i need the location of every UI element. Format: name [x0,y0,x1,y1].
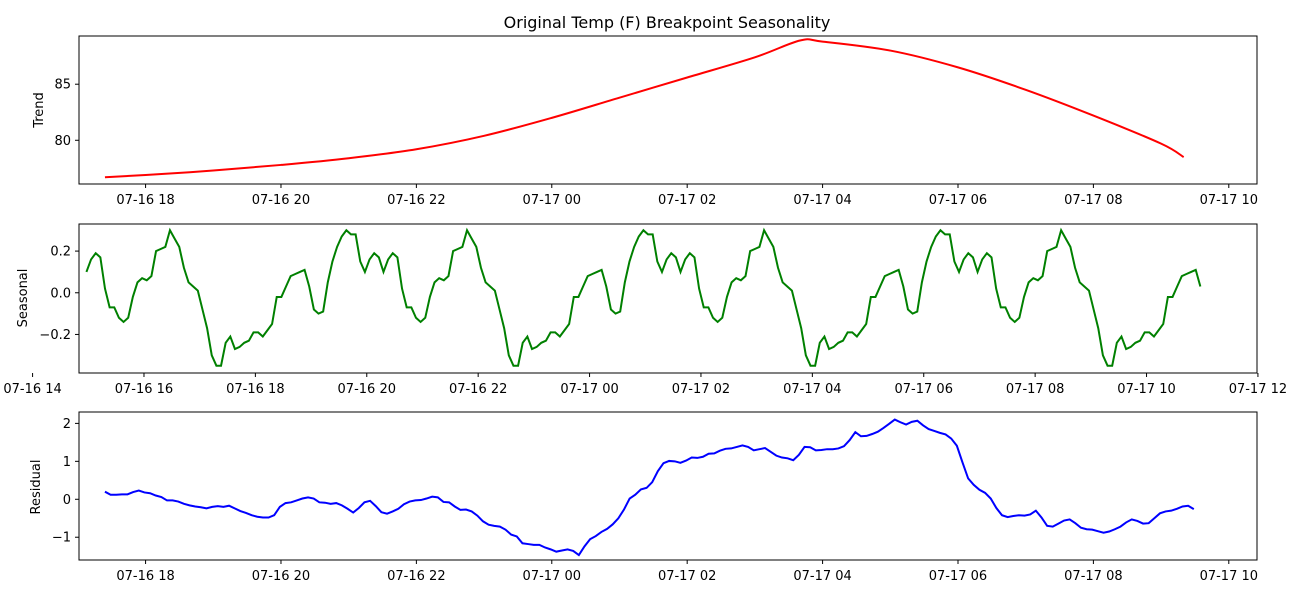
seasonal-plot-frame [78,223,1258,374]
residual-ytick-label: 2 [63,417,71,432]
seasonal-ytick-label: −0.2 [39,328,71,343]
residual-xtick-label: 07-16 20 [252,569,310,584]
seasonal-xtick-label: 07-17 04 [783,382,841,397]
seasonal-ylabel: Seasonal [16,269,31,328]
residual-ticks: 07-16 18 07-16 20 07-16 22 07-17 00 07-17 02… [52,417,1258,584]
seasonal-xtick-label: 07-17 08 [1006,382,1064,397]
residual-panel: 07-16 18 07-16 20 07-16 22 07-17 00 07-17 02… [29,411,1258,584]
residual-xtick-label: 07-17 04 [793,569,851,584]
seasonal-panel: 07-16 14 07-16 16 07-16 18 07-16 20 07-16 22… [3,223,1287,397]
trend-xtick-label: 07-16 20 [252,193,310,208]
seasonal-xtick-label: 07-17 00 [560,382,618,397]
residual-ytick-label: 0 [63,493,71,508]
seasonal-line [85,227,1202,367]
seasonal-xtick-label: 07-16 16 [115,382,173,397]
residual-ytick-label: −1 [52,531,71,546]
trend-ylabel: Trend [32,92,47,129]
seasonal-xtick-label: 07-17 12 [1229,382,1287,397]
seasonal-ticks: 07-16 14 07-16 16 07-16 18 07-16 20 07-16 22… [3,245,1287,397]
residual-ylabel: Residual [29,460,44,515]
trend-xtick-label: 07-17 04 [793,193,851,208]
seasonal-xtick-label: 07-16 18 [226,382,284,397]
trend-panel: 07-16 18 07-16 20 07-16 22 07-17 00 07-17 02… [32,35,1258,208]
trend-xtick-label: 07-17 02 [658,193,716,208]
trend-line [104,38,1185,179]
seasonal-ytick-label: 0.2 [50,245,71,260]
trend-ticks: 07-16 18 07-16 20 07-16 22 07-17 00 07-17 02… [54,78,1258,208]
seasonal-xtick-label: 07-17 10 [1117,382,1175,397]
trend-xtick-label: 07-16 18 [116,193,174,208]
residual-xtick-label: 07-17 00 [523,569,581,584]
trend-plot-frame [78,35,1258,185]
trend-xtick-label: 07-17 00 [523,193,581,208]
residual-plot-frame [78,411,1258,561]
seasonal-xtick-label: 07-16 14 [3,382,61,397]
residual-ytick-label: 1 [63,455,71,470]
residual-line [104,418,1195,557]
trend-xtick-label: 07-16 22 [387,193,445,208]
residual-xtick-label: 07-16 18 [116,569,174,584]
seasonal-xtick-label: 07-16 20 [338,382,396,397]
seasonal-xtick-label: 07-17 06 [895,382,953,397]
seasonal-ytick-label: 0.0 [50,286,71,301]
trend-xtick-label: 07-17 10 [1200,193,1258,208]
seasonal-xtick-label: 07-16 22 [449,382,507,397]
trend-xtick-label: 07-17 08 [1064,193,1122,208]
residual-xtick-label: 07-17 02 [658,569,716,584]
residual-xtick-label: 07-17 10 [1200,569,1258,584]
trend-xtick-label: 07-17 06 [929,193,987,208]
chart-title: Original Temp (F) Breakpoint Seasonality [504,13,831,32]
residual-xtick-label: 07-17 08 [1064,569,1122,584]
trend-ytick-label: 80 [54,134,71,149]
seasonal-xtick-label: 07-17 02 [672,382,730,397]
residual-xtick-label: 07-17 06 [929,569,987,584]
residual-xtick-label: 07-16 22 [387,569,445,584]
trend-ytick-label: 85 [54,78,71,93]
